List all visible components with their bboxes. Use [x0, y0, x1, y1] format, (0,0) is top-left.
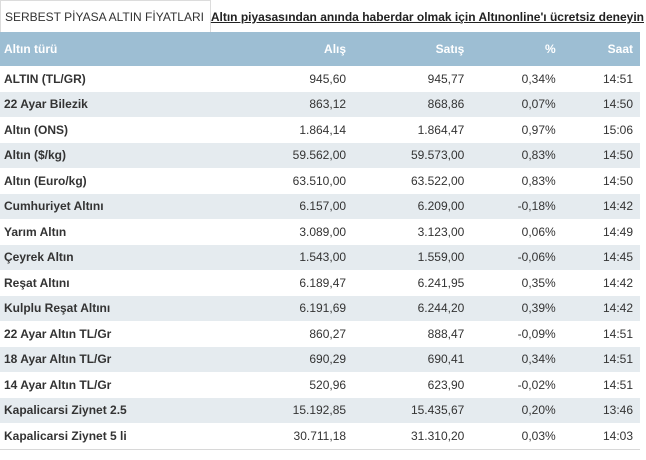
- cell-buy: 6.157,00: [234, 193, 354, 219]
- cell-type: Cumhuriyet Altını: [0, 193, 235, 219]
- cell-time: 14:51: [602, 71, 633, 86]
- cell-type: 22 Ayar Altın TL/Gr: [4, 326, 112, 341]
- cell-change: 0,34%: [521, 71, 556, 86]
- cell-change: 0,07%: [471, 91, 563, 117]
- cell-time: 14:50: [602, 173, 633, 188]
- cell-change: 0,06%: [521, 224, 556, 239]
- gold-price-table: Altın türü Alış Satış% Saat ALTIN (TL/GR) 94…: [0, 32, 640, 450]
- cell-sell: 3.123,00: [417, 224, 465, 239]
- cell-change: 0,35%: [521, 275, 556, 290]
- cell-type: 18 Ayar Altın TL/Gr: [0, 346, 235, 372]
- cell-time: 14:51: [602, 377, 633, 392]
- cell-sell: 59.573,00: [353, 142, 472, 168]
- cell-time: 14:45: [562, 244, 640, 270]
- cell-change: -0,18%: [471, 193, 563, 219]
- cell-time: 14:42: [562, 295, 640, 321]
- cell-change: 0,97%: [521, 122, 556, 137]
- column-header-time: Saat: [562, 32, 640, 66]
- cell-type: Kapalicarsi Ziynet 5 li: [4, 428, 127, 443]
- cell-buy: 3.089,00: [299, 224, 347, 239]
- cell-buy: 520,96: [309, 377, 347, 392]
- cell-buy: 15.192,85: [234, 397, 354, 423]
- cell-change: 0,03%: [521, 428, 556, 443]
- cell-change: 0,83%: [471, 142, 563, 168]
- table-row: Altın (Euro/kg) 63.510,00 63.522,00 0,83% 14…: [0, 168, 640, 194]
- cell-buy: 6.189,47: [299, 275, 347, 290]
- column-header-type: Altın türü: [0, 32, 235, 66]
- cell-buy: 59.562,00: [234, 142, 354, 168]
- table-row: Yarım Altın 3.089,00 3.123,00 0,06% 14:49: [0, 219, 640, 245]
- cell-sell: 6.209,00: [353, 193, 472, 219]
- cell-type: Kulplu Reşat Altını: [0, 295, 235, 321]
- cell-type: Altın (Euro/kg): [4, 173, 87, 188]
- table-row: 14 Ayar Altın TL/Gr 520,96 623,90 -0,02% 14:…: [0, 372, 640, 398]
- cell-sell: 1.864,47: [417, 122, 465, 137]
- cell-sell: 6.241,95: [417, 275, 465, 290]
- table-row: Kapalicarsi Ziynet 2.5 15.192,85 15.435,67…: [0, 397, 640, 423]
- cell-type: 22 Ayar Bilezik: [0, 91, 235, 117]
- cell-time: 14:51: [562, 346, 640, 372]
- cell-sell: 945,77: [427, 71, 465, 86]
- cell-sell: 15.435,67: [353, 397, 472, 423]
- cell-type: Kapalicarsi Ziynet 2.5: [0, 397, 235, 423]
- cell-time: 14:49: [602, 224, 633, 239]
- table-row: 22 Ayar Altın TL/Gr 860,27 888,47 -0,09% 14:…: [0, 321, 640, 347]
- cell-sell: 868,86: [353, 91, 472, 117]
- column-header-sell: Satış: [353, 32, 472, 66]
- promo-link[interactable]: Altın piyasasından anında haberdar olmak…: [210, 10, 644, 24]
- cell-time: 14:42: [562, 193, 640, 219]
- cell-type: ALTIN (TL/GR): [4, 71, 86, 86]
- cell-time: 15:06: [602, 122, 633, 137]
- table-row: Altın (ONS) 1.864,14 1.864,47 0,97% 15:06: [0, 117, 640, 143]
- table-row: 18 Ayar Altın TL/Gr 690,29 690,41 0,34% 14:5…: [0, 346, 640, 372]
- cell-sell: 6.244,20: [353, 295, 472, 321]
- cell-sell: 31.310,20: [410, 428, 465, 443]
- cell-change: 0,39%: [471, 295, 563, 321]
- cell-type: Altın (ONS): [4, 122, 68, 137]
- cell-time: 14:03: [602, 428, 633, 443]
- cell-buy: 63.510,00: [292, 173, 347, 188]
- cell-sell: 888,47: [427, 326, 465, 341]
- cell-time: 14:42: [602, 275, 633, 290]
- cell-sell: 1.559,00: [353, 244, 472, 270]
- table-row: ALTIN (TL/GR) 945,60 945,77 0,34% 14:51: [0, 66, 640, 92]
- cell-change: 0,20%: [471, 397, 563, 423]
- table-row: Altın ($/kg) 59.562,00 59.573,00 0,83% 14:50: [0, 142, 640, 168]
- table-row: Kulplu Reşat Altını 6.191,69 6.244,20 0,39%…: [0, 295, 640, 321]
- cell-type: 14 Ayar Altın TL/Gr: [4, 377, 112, 392]
- table-row: 22 Ayar Bilezik 863,12 868,86 0,07% 14:50: [0, 91, 640, 117]
- cell-time: 14:50: [562, 91, 640, 117]
- cell-type: Reşat Altını: [4, 275, 70, 290]
- cell-sell: 63.522,00: [410, 173, 465, 188]
- cell-buy: 1.864,14: [299, 122, 347, 137]
- cell-change: 0,83%: [521, 173, 556, 188]
- column-header-buy: Alış: [234, 32, 354, 66]
- cell-change: -0,02%: [517, 377, 556, 392]
- cell-change: 0,34%: [471, 346, 563, 372]
- table-row: Çeyrek Altın 1.543,00 1.559,00 -0,06% 14:45: [0, 244, 640, 270]
- cell-buy: 863,12: [234, 91, 354, 117]
- cell-time: 14:51: [602, 326, 633, 341]
- cell-buy: 1.543,00: [234, 244, 354, 270]
- table-row: Kapalicarsi Ziynet 5 li 30.711,18 31.310,2…: [0, 423, 640, 449]
- cell-buy: 690,29: [234, 346, 354, 372]
- cell-buy: 6.191,69: [234, 295, 354, 321]
- table-row: Reşat Altını 6.189,47 6.241,95 0,35% 14:42: [0, 270, 640, 296]
- cell-type: Çeyrek Altın: [0, 244, 235, 270]
- table-header-row: Altın türü Alış Satış% Saat: [0, 32, 640, 66]
- cell-change: -0,06%: [471, 244, 563, 270]
- cell-sell: 690,41: [353, 346, 472, 372]
- cell-buy: 30.711,18: [293, 428, 347, 443]
- cell-type: Yarım Altın: [4, 224, 67, 239]
- cell-change: -0,09%: [517, 326, 556, 341]
- table-row: Cumhuriyet Altını 6.157,00 6.209,00 -0,18% 1…: [0, 193, 640, 219]
- cell-time: 14:50: [562, 142, 640, 168]
- cell-sell: 623,90: [427, 377, 465, 392]
- tab-serbest-piyasa[interactable]: SERBEST PİYASA ALTIN FİYATLARI: [0, 0, 211, 33]
- cell-time: 13:46: [562, 397, 640, 423]
- cell-buy: 945,60: [309, 71, 347, 86]
- cell-buy: 860,27: [309, 326, 347, 341]
- column-header-change: %: [471, 32, 563, 66]
- cell-type: Altın ($/kg): [0, 142, 235, 168]
